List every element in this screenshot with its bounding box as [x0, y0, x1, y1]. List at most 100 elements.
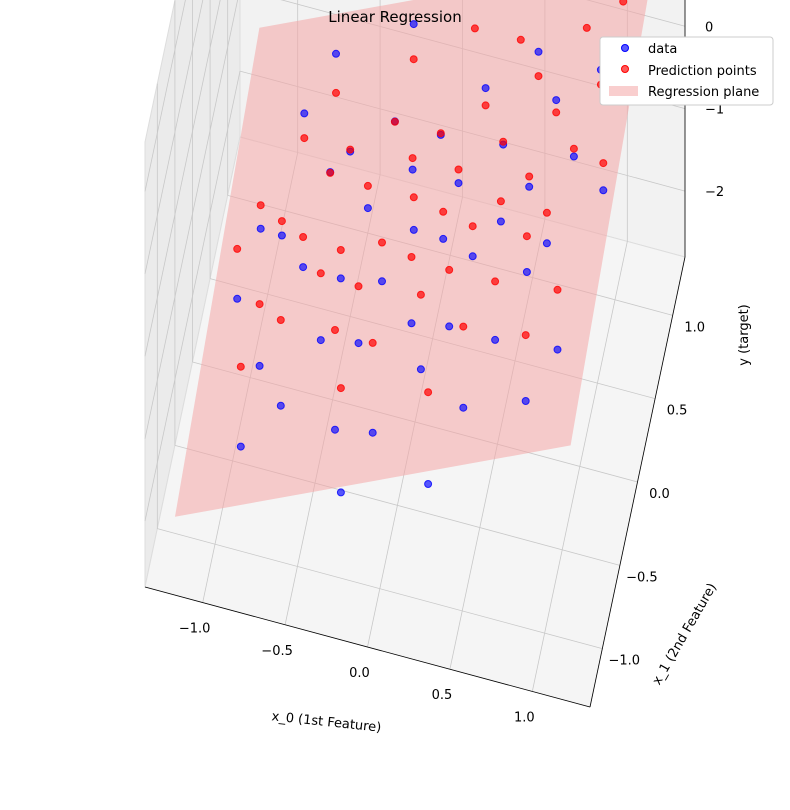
data-point: [408, 165, 417, 174]
data-point: [276, 401, 285, 410]
data-point: [534, 47, 543, 56]
data-point: [553, 345, 562, 354]
data-point: [277, 231, 286, 240]
prediction-point: [336, 246, 345, 254]
prediction-point: [354, 282, 363, 291]
x-tick-label: 1.0: [514, 710, 535, 725]
prediction-point: [552, 108, 561, 117]
data-point: [454, 179, 463, 188]
prediction-point: [276, 316, 285, 324]
x-axis-label: x_0 (1st Feature): [271, 709, 382, 735]
prediction-point: [481, 101, 490, 110]
prediction-point: [409, 55, 418, 64]
y-axis-line: [589, 256, 686, 708]
y-tick-label: 0.5: [667, 404, 688, 419]
data-point: [368, 428, 377, 437]
data-point: [522, 268, 531, 276]
prediction-point: [522, 232, 531, 241]
legend-data-marker: [621, 44, 629, 52]
prediction-point: [496, 197, 505, 206]
data-point: [363, 204, 372, 213]
prediction-point: [516, 35, 525, 44]
data-point: [407, 319, 416, 328]
prediction-point: [459, 322, 468, 331]
data-point: [256, 224, 265, 233]
tick-labels: −1.0−0.50.00.51.0−1.0−0.50.00.51.0−2−101…: [179, 20, 724, 725]
prediction-point: [424, 388, 433, 397]
prediction-point: [491, 277, 500, 286]
data-point: [468, 252, 477, 261]
y-tick-label: −1.0: [609, 654, 641, 669]
data-point: [378, 277, 386, 286]
legend-box: [599, 36, 774, 106]
data-point: [445, 322, 454, 331]
z-tick-label: −1: [705, 103, 724, 118]
prediction-point: [255, 300, 264, 309]
prediction-point: [363, 181, 372, 190]
x-tick-label: 0.0: [349, 666, 370, 681]
legend-label-prediction: Prediction points: [648, 64, 757, 79]
prediction-point: [409, 193, 418, 202]
data-point: [255, 361, 264, 370]
data-point: [332, 49, 340, 58]
grid-line-z-left: [144, 0, 221, 357]
y-tick-label: 1.0: [684, 320, 705, 335]
data-point: [599, 186, 608, 195]
prediction-point: [439, 207, 448, 216]
data-point: [409, 225, 418, 234]
data-point: [233, 294, 242, 303]
prediction-point: [619, 0, 628, 6]
prediction-point: [407, 253, 416, 261]
data-point: [316, 336, 325, 345]
prediction-point: [470, 24, 479, 33]
legend-label-plane: Regression plane: [648, 85, 759, 100]
data-point: [409, 20, 418, 29]
data-point: [424, 480, 433, 488]
prediction-point: [299, 233, 308, 241]
grid-line-z-left: [144, 0, 239, 439]
data-point: [491, 335, 500, 344]
prediction-point: [316, 269, 325, 278]
data-point: [481, 84, 490, 93]
data-point: [496, 217, 505, 226]
prediction-point: [236, 362, 245, 371]
data-point: [299, 263, 308, 272]
data-point: [439, 234, 448, 243]
prediction-point: [368, 338, 377, 347]
data-point: [552, 96, 561, 105]
prediction-point: [277, 217, 286, 226]
prediction-point: [332, 88, 340, 97]
prediction-point: [499, 137, 508, 146]
legend-plane-patch: [609, 86, 638, 96]
y-tick-label: 0.0: [649, 487, 670, 502]
z-axis-label: y (target): [737, 304, 752, 366]
data-point: [542, 239, 551, 248]
prediction-point: [454, 165, 463, 174]
chart-title: Linear Regression: [328, 8, 461, 26]
x-tick-label: 0.5: [432, 688, 453, 703]
prediction-point: [378, 238, 386, 247]
data-point: [336, 274, 345, 283]
prediction-point: [390, 117, 399, 126]
y-tick-label: −0.5: [626, 570, 658, 585]
data-point: [236, 442, 245, 451]
prediction-point: [521, 331, 530, 340]
prediction-point: [534, 72, 543, 81]
prediction-point: [569, 144, 578, 153]
data-point: [416, 365, 425, 374]
prediction-point: [416, 290, 425, 299]
grid-line-z-left: [144, 0, 186, 192]
prediction-point: [331, 326, 339, 334]
data-point: [331, 425, 339, 434]
prediction-point: [582, 23, 591, 32]
prediction-point: [256, 201, 265, 210]
prediction-point: [336, 384, 345, 393]
grid-line-z-left: [144, 0, 204, 274]
prediction-point: [436, 129, 445, 138]
prediction-point: [300, 134, 309, 143]
grid-line-z-left: [144, 70, 241, 522]
y-axis-label: x_1 (2nd Feature): [650, 581, 720, 688]
grid-line-y-floor: [157, 528, 603, 650]
prediction-point: [553, 285, 562, 294]
